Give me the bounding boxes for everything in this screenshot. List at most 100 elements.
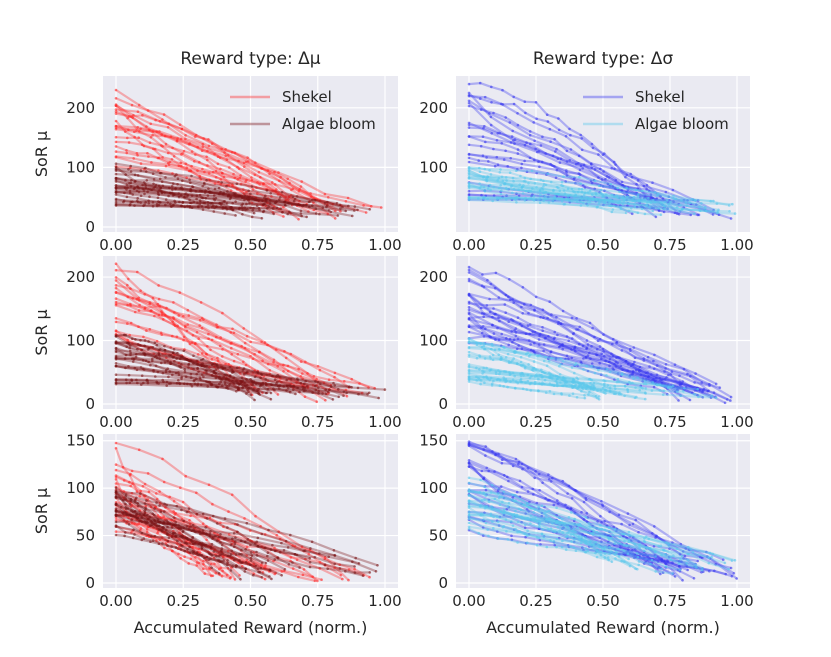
data-point [128,502,132,506]
data-point [338,203,342,207]
data-point [196,363,199,366]
y-tick-label: 100 [66,479,95,497]
data-point [354,556,358,560]
legend-label: Algae bloom [282,115,376,133]
data-point [540,160,544,164]
data-point [643,212,647,216]
data-point [570,337,574,340]
data-point [238,206,241,210]
data-point [298,200,301,203]
data-point [143,511,147,514]
data-point [145,499,148,502]
data-point [240,553,243,556]
data-point [514,331,518,334]
data-point [200,373,204,376]
data-point [499,358,503,361]
data-point [183,370,187,373]
data-point [341,577,344,581]
data-point [114,155,118,159]
data-point [251,357,255,361]
data-point [182,338,185,342]
data-point [123,191,126,195]
data-point [286,201,290,205]
data-point [605,175,609,178]
data-point [485,156,488,159]
series-line [468,94,662,198]
data-point [335,202,339,205]
data-point [632,346,636,349]
data-point [191,535,194,539]
data-point [180,127,184,131]
data-point [584,550,587,554]
data-point [467,302,471,305]
data-point [716,211,719,215]
data-point [158,120,162,123]
data-point [566,187,570,190]
data-point [132,113,135,117]
x-tick-label: 0.75 [653,413,686,431]
data-point [292,199,296,203]
data-point [515,490,519,494]
data-point [664,553,667,556]
data-point [262,375,266,378]
data-point [114,162,118,165]
data-point [177,195,181,199]
data-point [262,209,266,213]
data-point [323,563,327,566]
data-point [608,552,611,555]
data-point [210,542,214,546]
data-point [114,172,118,176]
data-point [174,535,178,539]
data-point [501,500,504,504]
data-point [602,379,605,382]
data-point [596,389,599,392]
data-point [548,300,551,304]
data-point [276,193,280,196]
data-point [482,518,485,521]
data-point [515,362,519,366]
data-point [597,176,600,179]
data-point [114,300,118,304]
data-point [577,154,581,158]
data-point [538,197,542,200]
data-point [226,559,229,562]
data-point [491,358,495,362]
data-point [236,165,239,169]
data-point [590,364,593,368]
data-point [723,401,727,405]
data-point [149,188,152,191]
data-point [527,311,530,315]
data-point [615,550,618,553]
data-point [591,326,594,330]
data-point [614,187,617,190]
data-point [574,181,577,185]
data-point [288,210,291,214]
y-tick-label: 0 [438,574,448,592]
data-point [326,200,329,204]
data-point [215,364,219,368]
data-point [701,567,704,570]
data-point [203,572,207,575]
data-point [144,166,147,170]
data-point [526,541,529,545]
data-point [635,552,639,555]
data-point [205,178,208,182]
data-point [119,505,123,509]
data-point [494,271,498,275]
data-point [114,88,118,92]
data-point [599,514,602,518]
data-point [512,187,516,191]
data-point [693,212,696,215]
data-point [483,485,486,489]
data-point [569,133,572,137]
data-point [533,182,537,185]
data-point [157,351,160,355]
data-point [570,366,574,369]
data-point [197,205,200,209]
data-point [344,209,348,213]
data-point [313,579,317,583]
data-point [684,201,688,205]
data-point [601,153,605,156]
data-point [571,392,575,396]
data-point [503,474,506,477]
